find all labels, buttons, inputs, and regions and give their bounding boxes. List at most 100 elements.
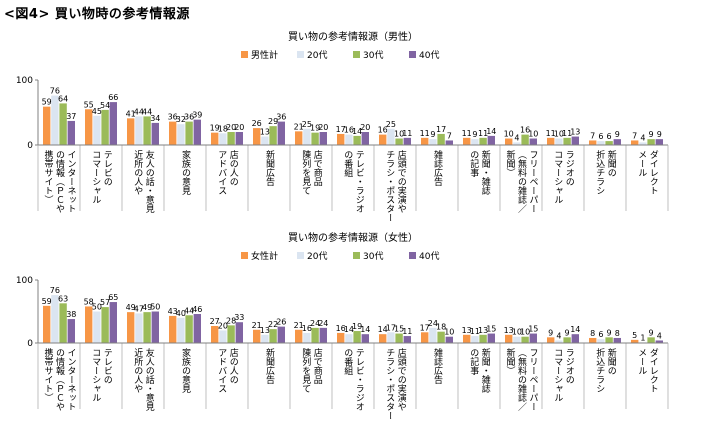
data-label: 11: [478, 129, 488, 138]
category-label: 近所の人や: [132, 149, 143, 195]
bar: [269, 329, 277, 343]
data-label: 38: [66, 310, 76, 319]
bar: [547, 337, 555, 343]
legend-swatch: [353, 252, 360, 259]
data-label: 27: [210, 317, 220, 326]
data-label: 21: [294, 122, 304, 131]
bar: [143, 312, 151, 343]
bar: [227, 325, 235, 343]
data-label: 36: [184, 113, 194, 122]
data-label: 59: [42, 297, 52, 306]
bar: [429, 139, 437, 145]
bar: [589, 140, 597, 145]
bar: [437, 133, 445, 145]
data-label: 32: [176, 115, 186, 124]
bar: [193, 119, 201, 145]
category-label: の番組: [342, 150, 353, 177]
bar: [361, 334, 369, 343]
bar: [555, 340, 563, 343]
bar: [563, 337, 571, 343]
category-label: ダイレクト: [648, 347, 659, 393]
data-label: 16: [336, 324, 346, 333]
bar: [211, 325, 219, 343]
data-label: 17: [436, 125, 446, 134]
bar: [353, 331, 361, 343]
bar: [319, 327, 327, 343]
bar: [631, 339, 639, 343]
bar: [235, 322, 243, 343]
data-label: 50: [150, 303, 160, 312]
bar: [303, 332, 311, 343]
data-label: 11: [562, 129, 572, 138]
bar: [513, 336, 521, 343]
data-label: 57: [100, 298, 110, 307]
data-label: 50: [92, 303, 102, 312]
data-label: 4: [514, 133, 519, 142]
chart-title: 買い物の参考情報源（女性）: [288, 231, 418, 244]
bar: [395, 333, 403, 343]
bar: [395, 138, 403, 145]
bar: [261, 334, 269, 343]
bar: [403, 137, 411, 145]
bar: [43, 106, 51, 145]
bar: [303, 128, 311, 145]
bar: [143, 116, 151, 145]
data-label: 13: [570, 128, 580, 137]
category-label: コマーシャル: [552, 348, 563, 402]
bar: [85, 109, 93, 145]
bar: [353, 135, 361, 145]
category-label: テレビの: [102, 150, 113, 186]
legend-swatch: [409, 252, 416, 259]
category-label: 友人の話・意見: [144, 347, 155, 412]
y-tick-label: 0: [27, 339, 33, 349]
data-label: 20: [234, 123, 244, 132]
bar: [337, 332, 345, 343]
data-label: 25: [386, 120, 396, 129]
data-label: 24: [310, 319, 320, 328]
category-label: の情報（ＰＣや: [54, 150, 65, 213]
data-label: 10: [394, 130, 404, 139]
data-label: 16: [520, 126, 530, 135]
bar: [597, 141, 605, 145]
bar: [421, 332, 429, 343]
bar: [151, 311, 159, 343]
bar: [219, 133, 227, 145]
bar: [67, 319, 75, 343]
category-label: 陳列を見て: [300, 348, 311, 393]
chart-1: 買い物の参考情報源（女性）女性計 20代 30代 40代010059766338インタ…: [16, 231, 669, 420]
data-label: 18: [218, 124, 228, 133]
bar: [505, 334, 513, 343]
bar: [135, 313, 143, 343]
data-label: 64: [58, 94, 68, 103]
data-label: 18: [436, 323, 446, 332]
category-label: アドバイス: [216, 348, 227, 393]
bar: [227, 132, 235, 145]
bar: [253, 329, 261, 343]
bar: [571, 136, 579, 145]
data-label: 49: [142, 303, 152, 312]
bar: [101, 307, 109, 343]
data-label: 14: [570, 325, 580, 334]
category-label: コマーシャル: [90, 150, 101, 204]
category-label: インターネット: [66, 348, 77, 411]
category-label: 店頭での実演や: [396, 149, 407, 213]
data-label: 37: [66, 112, 76, 121]
bar: [67, 120, 75, 145]
data-label: 11: [420, 129, 430, 138]
data-label: 44: [184, 306, 194, 315]
data-label: 10: [444, 328, 454, 337]
bar: [521, 336, 529, 343]
data-label: 33: [234, 313, 244, 322]
bar: [185, 315, 193, 343]
data-label: 63: [58, 294, 68, 303]
data-label: 20: [360, 123, 370, 132]
bar: [571, 334, 579, 343]
bar: [647, 139, 655, 145]
bar: [387, 332, 395, 343]
bar: [387, 128, 395, 145]
data-label: 6: [598, 330, 603, 339]
data-label: 16: [378, 126, 388, 135]
bar: [85, 306, 93, 343]
data-label: 45: [92, 107, 102, 116]
bar: [463, 137, 471, 145]
